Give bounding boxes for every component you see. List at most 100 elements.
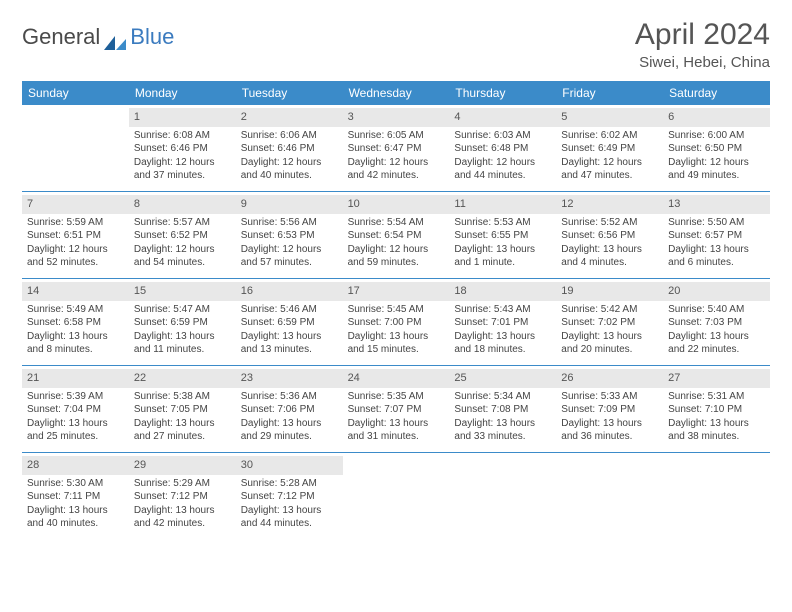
day-number: 25 xyxy=(449,369,556,388)
calendar-week: 14Sunrise: 5:49 AMSunset: 6:58 PMDayligh… xyxy=(22,279,770,366)
sunrise-text: Sunrise: 5:47 AM xyxy=(134,303,231,317)
day-number: 4 xyxy=(449,108,556,127)
logo-text-1: General xyxy=(22,24,100,50)
day-number: 22 xyxy=(129,369,236,388)
sunset-text: Sunset: 6:57 PM xyxy=(668,229,765,243)
sunrise-text: Sunrise: 5:29 AM xyxy=(134,477,231,491)
sunset-text: Sunset: 7:07 PM xyxy=(348,403,445,417)
daylight-text: Daylight: 13 hours and 4 minutes. xyxy=(561,243,658,270)
calendar-cell: 10Sunrise: 5:54 AMSunset: 6:54 PMDayligh… xyxy=(343,192,450,278)
sunset-text: Sunset: 7:06 PM xyxy=(241,403,338,417)
daylight-text: Daylight: 13 hours and 27 minutes. xyxy=(134,417,231,444)
daylight-text: Daylight: 13 hours and 38 minutes. xyxy=(668,417,765,444)
day-number: 2 xyxy=(236,108,343,127)
daylight-text: Daylight: 13 hours and 1 minute. xyxy=(454,243,551,270)
day-number: 17 xyxy=(343,282,450,301)
sunrise-text: Sunrise: 5:39 AM xyxy=(27,390,124,404)
sunrise-text: Sunrise: 6:02 AM xyxy=(561,129,658,143)
calendar-cell: 8Sunrise: 5:57 AMSunset: 6:52 PMDaylight… xyxy=(129,192,236,278)
sunset-text: Sunset: 6:52 PM xyxy=(134,229,231,243)
sunset-text: Sunset: 6:59 PM xyxy=(134,316,231,330)
day-number: 13 xyxy=(663,195,770,214)
calendar-cell: 23Sunrise: 5:36 AMSunset: 7:06 PMDayligh… xyxy=(236,366,343,452)
calendar-cell: 27Sunrise: 5:31 AMSunset: 7:10 PMDayligh… xyxy=(663,366,770,452)
daylight-text: Daylight: 12 hours and 59 minutes. xyxy=(348,243,445,270)
sunrise-text: Sunrise: 6:00 AM xyxy=(668,129,765,143)
sunset-text: Sunset: 6:48 PM xyxy=(454,142,551,156)
calendar-cell xyxy=(22,105,129,191)
sunrise-text: Sunrise: 6:08 AM xyxy=(134,129,231,143)
calendar-cell: 25Sunrise: 5:34 AMSunset: 7:08 PMDayligh… xyxy=(449,366,556,452)
day-number: 10 xyxy=(343,195,450,214)
daylight-text: Daylight: 13 hours and 44 minutes. xyxy=(241,504,338,531)
daylight-text: Daylight: 13 hours and 15 minutes. xyxy=(348,330,445,357)
day-number: 8 xyxy=(129,195,236,214)
day-number: 19 xyxy=(556,282,663,301)
calendar-cell: 11Sunrise: 5:53 AMSunset: 6:55 PMDayligh… xyxy=(449,192,556,278)
day-header: Wednesday xyxy=(343,81,450,105)
day-number: 3 xyxy=(343,108,450,127)
calendar-cell: 19Sunrise: 5:42 AMSunset: 7:02 PMDayligh… xyxy=(556,279,663,365)
daylight-text: Daylight: 12 hours and 54 minutes. xyxy=(134,243,231,270)
calendar-cell: 4Sunrise: 6:03 AMSunset: 6:48 PMDaylight… xyxy=(449,105,556,191)
daylight-text: Daylight: 12 hours and 49 minutes. xyxy=(668,156,765,183)
logo: General Blue xyxy=(22,24,174,50)
calendar-cell: 9Sunrise: 5:56 AMSunset: 6:53 PMDaylight… xyxy=(236,192,343,278)
calendar-cell: 22 Sunrise: 5:38 AMSunset: 7:05 PMDayligh… xyxy=(129,366,236,452)
sunrise-text: Sunrise: 5:36 AM xyxy=(241,390,338,404)
sunrise-text: Sunrise: 5:56 AM xyxy=(241,216,338,230)
daylight-text: Daylight: 13 hours and 40 minutes. xyxy=(27,504,124,531)
calendar-cell xyxy=(663,453,770,539)
daylight-text: Daylight: 13 hours and 33 minutes. xyxy=(454,417,551,444)
sunrise-text: Sunrise: 6:05 AM xyxy=(348,129,445,143)
day-header: Sunday xyxy=(22,81,129,105)
calendar-cell: 18Sunrise: 5:43 AMSunset: 7:01 PMDayligh… xyxy=(449,279,556,365)
sunset-text: Sunset: 7:09 PM xyxy=(561,403,658,417)
day-number: 15 xyxy=(129,282,236,301)
sunrise-text: Sunrise: 6:03 AM xyxy=(454,129,551,143)
sunset-text: Sunset: 6:51 PM xyxy=(27,229,124,243)
calendar-cell: 1Sunrise: 6:08 AMSunset: 6:46 PMDaylight… xyxy=(129,105,236,191)
sunset-text: Sunset: 7:11 PM xyxy=(27,490,124,504)
day-headers-row: Sunday Monday Tuesday Wednesday Thursday… xyxy=(22,81,770,105)
day-number: 30 xyxy=(236,456,343,475)
daylight-text: Daylight: 13 hours and 6 minutes. xyxy=(668,243,765,270)
daylight-text: Daylight: 13 hours and 42 minutes. xyxy=(134,504,231,531)
calendar-cell: 7Sunrise: 5:59 AMSunset: 6:51 PMDaylight… xyxy=(22,192,129,278)
sunset-text: Sunset: 7:05 PM xyxy=(134,403,231,417)
day-number: 27 xyxy=(663,369,770,388)
daylight-text: Daylight: 12 hours and 40 minutes. xyxy=(241,156,338,183)
sunrise-text: Sunrise: 5:49 AM xyxy=(27,303,124,317)
day-number: 21 xyxy=(22,369,129,388)
sunset-text: Sunset: 6:55 PM xyxy=(454,229,551,243)
calendar-cell xyxy=(343,453,450,539)
daylight-text: Daylight: 13 hours and 31 minutes. xyxy=(348,417,445,444)
calendar-week: 21 Sunrise: 5:39 AMSunset: 7:04 PM Dayligh… xyxy=(22,366,770,453)
day-number: 16 xyxy=(236,282,343,301)
sunset-text: Sunset: 7:10 PM xyxy=(668,403,765,417)
daylight-text: Daylight: 12 hours and 37 minutes. xyxy=(134,156,231,183)
sunrise-text: Sunrise: 5:46 AM xyxy=(241,303,338,317)
sunset-text: Sunset: 6:46 PM xyxy=(134,142,231,156)
day-number: 5 xyxy=(556,108,663,127)
daylight-text: Daylight: 12 hours and 42 minutes. xyxy=(348,156,445,183)
sunset-text: Sunset: 6:54 PM xyxy=(348,229,445,243)
day-number: 24 xyxy=(343,369,450,388)
calendar-cell: 12Sunrise: 5:52 AMSunset: 6:56 PMDayligh… xyxy=(556,192,663,278)
day-number: 11 xyxy=(449,195,556,214)
calendar-cell: 13Sunrise: 5:50 AMSunset: 6:57 PMDayligh… xyxy=(663,192,770,278)
sunset-text: Sunset: 7:04 PM xyxy=(27,403,124,417)
day-header: Monday xyxy=(129,81,236,105)
sunrise-text: Sunrise: 5:28 AM xyxy=(241,477,338,491)
sunset-text: Sunset: 7:00 PM xyxy=(348,316,445,330)
calendar-cell xyxy=(449,453,556,539)
calendar-cell: 21Sunrise: 5:39 AMSunset: 7:04 PMDayligh… xyxy=(22,366,129,452)
location-text: Siwei, Hebei, China xyxy=(635,54,770,71)
daylight-text: Daylight: 13 hours and 18 minutes. xyxy=(454,330,551,357)
sunrise-text: Sunrise: 5:43 AM xyxy=(454,303,551,317)
day-header: Friday xyxy=(556,81,663,105)
sunrise-text: Sunrise: 5:38 AM xyxy=(134,390,231,404)
day-number: 26 xyxy=(556,369,663,388)
day-header: Thursday xyxy=(449,81,556,105)
day-number: 18 xyxy=(449,282,556,301)
